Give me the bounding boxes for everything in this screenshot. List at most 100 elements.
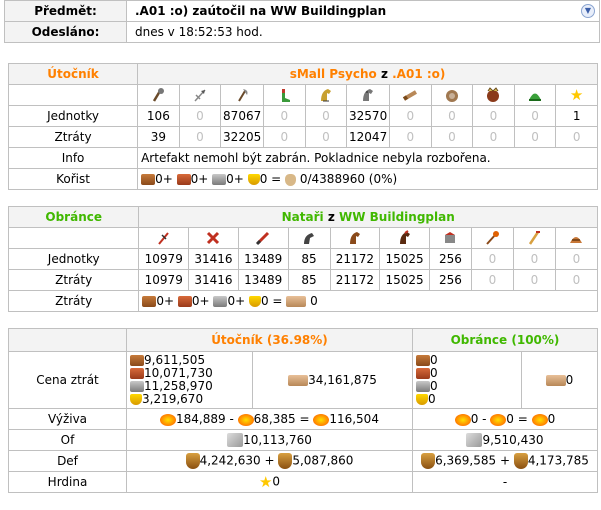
defender-loss-count: 85 (287, 269, 331, 291)
summary-attacker-head: Útočník (36.98%) (126, 328, 413, 352)
attacker-unit-count: 0 (513, 105, 557, 127)
sent-label: Odesláno: (4, 21, 127, 43)
crop-consumption-icon (313, 413, 330, 426)
unit-spearman-icon (178, 84, 222, 106)
att-cost-list: 9,611,505 10,071,730 11,258,970 3,219,67… (126, 351, 253, 409)
defender-unit-count: 0 (554, 248, 599, 270)
attacker-loss-count: 0 (513, 126, 557, 148)
def-cost-clay: 0 (429, 366, 438, 380)
def-loss-wood: 0+ (156, 294, 175, 308)
def-cost-wood: 0 (429, 353, 438, 367)
booty-label: Kořist (7, 168, 139, 190)
defender-from-word: z (327, 210, 335, 224)
attacker-unit-count: 0 (430, 105, 474, 127)
defender-loss-count: 0 (470, 269, 514, 291)
crop-icon (415, 394, 428, 405)
att-cost-clay: 10,071,730 (144, 366, 213, 380)
attacker-village-link[interactable]: .A01 :o) (392, 67, 446, 81)
defender-loss-count: 13489 (237, 269, 289, 291)
defender-loss-count: 15025 (379, 269, 430, 291)
crop-consumption-icon (454, 413, 471, 426)
attacker-unit-count: 1 (555, 105, 598, 127)
clay-icon (130, 368, 144, 379)
unit-fire-catapult-icon (470, 227, 514, 249)
attacker-player-link[interactable]: sMall Psycho (289, 67, 377, 81)
defender-unit-count: 85 (287, 248, 331, 270)
defender-unit-count: 256 (428, 248, 472, 270)
defender-unit-count: 31416 (188, 248, 239, 270)
wood-icon (141, 174, 156, 185)
attacker-loss-count: 39 (137, 126, 180, 148)
attacker-unit-count: 0 (178, 105, 222, 127)
info-text: Artefakt nemohl být zabrán. Pokladnice n… (137, 147, 598, 169)
defender-unit-count: 21172 (329, 248, 381, 270)
attacker-unit-count: 0 (389, 105, 432, 127)
all-resources-icon (545, 375, 566, 386)
defender-unit-count: 10979 (138, 248, 190, 270)
booty-crop: 0 = (259, 172, 282, 186)
def-upkeep: 0 - 0 = 0 (411, 408, 599, 430)
unit-hero-icon: ★ (555, 84, 598, 106)
defender-loss-count: 0 (554, 269, 599, 291)
att-upkeep: 184,889 - 68,385 = 116,504 (126, 408, 413, 430)
clay-icon (415, 368, 430, 379)
crop-icon (248, 296, 261, 307)
report-header: Předmět: .A01 :o) zaútočil na WW Buildin… (4, 0, 600, 43)
unit-scout-icon (263, 84, 306, 106)
cavalry-defense-icon (513, 453, 528, 469)
defender-loss-count: 31416 (188, 269, 239, 291)
defender-loss-count: 0 (512, 269, 556, 291)
wood-icon (142, 296, 157, 307)
def-loss-clay: 0+ (191, 294, 210, 308)
unit-senator-icon (512, 227, 556, 249)
booty-row: 0+ 0+ 0+ 0 = 0/4388960 (0%) (137, 168, 598, 190)
attacker-table: Útočník sMall Psycho z .A01 :o) ★ Jednot… (7, 63, 598, 190)
attacker-unit-count: 0 (263, 105, 306, 127)
unit-equites-legati-icon (287, 227, 331, 249)
off-label: Of (8, 429, 127, 451)
att-cost-total: 34,161,875 (308, 373, 377, 387)
defender-loss-count: 21172 (329, 269, 381, 291)
hero-star-icon: ★ (258, 473, 273, 491)
defender-losses-label: Ztráty (7, 269, 140, 291)
attacker-unit-count: 106 (137, 105, 180, 127)
defender-unit-count: 13489 (237, 248, 289, 270)
defender-resource-losses: 0+ 0+ 0+ 0 = 0 (138, 290, 598, 312)
unit-paladin-icon (304, 84, 348, 106)
unit-settler-roman-icon (554, 227, 599, 249)
crop-consumption-icon (160, 413, 177, 426)
subject-text: .A01 :o) zaútočil na WW Buildingplan (135, 4, 387, 18)
iron-icon (415, 381, 430, 392)
unit-axeman-icon (220, 84, 265, 106)
attacker-losses-label: Ztráty (7, 126, 139, 148)
attacker-unit-count: 32570 (346, 105, 391, 127)
attacker-unit-count: 87067 (220, 105, 265, 127)
infantry-defense-icon (421, 453, 436, 469)
defender-role: Obránce (7, 206, 140, 228)
defender-loss-count: 256 (428, 269, 472, 291)
iron-icon (213, 296, 228, 307)
attacker-unit-count: 0 (304, 105, 348, 127)
defender-resource-losses-label: Ztráty (7, 290, 140, 312)
def-cost-iron: 0 (429, 379, 438, 393)
def-loss-iron: 0+ (227, 294, 246, 308)
unit-settler-icon (513, 84, 557, 106)
booty-carry: 0/4388960 (0%) (299, 172, 398, 186)
attacker-role: Útočník (7, 63, 139, 85)
attacker-loss-count: 0 (304, 126, 348, 148)
unit-battering-ram-icon (428, 227, 472, 249)
upkeep-label: Výživa (8, 408, 127, 430)
attacker-loss-count: 0 (389, 126, 432, 148)
defender-village-link[interactable]: WW Buildingplan (339, 210, 455, 224)
unit-ram-icon (389, 84, 432, 106)
defender-unit-count: 0 (470, 248, 514, 270)
unit-catapult-icon (430, 84, 474, 106)
expand-icon[interactable]: ▼ (581, 4, 595, 18)
hero-label: Hrdina (8, 471, 127, 493)
att-def: 4,242,630 + 5,087,860 (126, 450, 413, 472)
attack-swords-icon (227, 433, 244, 448)
crop-consumption-icon (531, 413, 548, 426)
wood-icon (130, 355, 144, 366)
def-cost-crop: 0 (427, 392, 436, 406)
defender-player-link[interactable]: Nataři (281, 210, 324, 224)
